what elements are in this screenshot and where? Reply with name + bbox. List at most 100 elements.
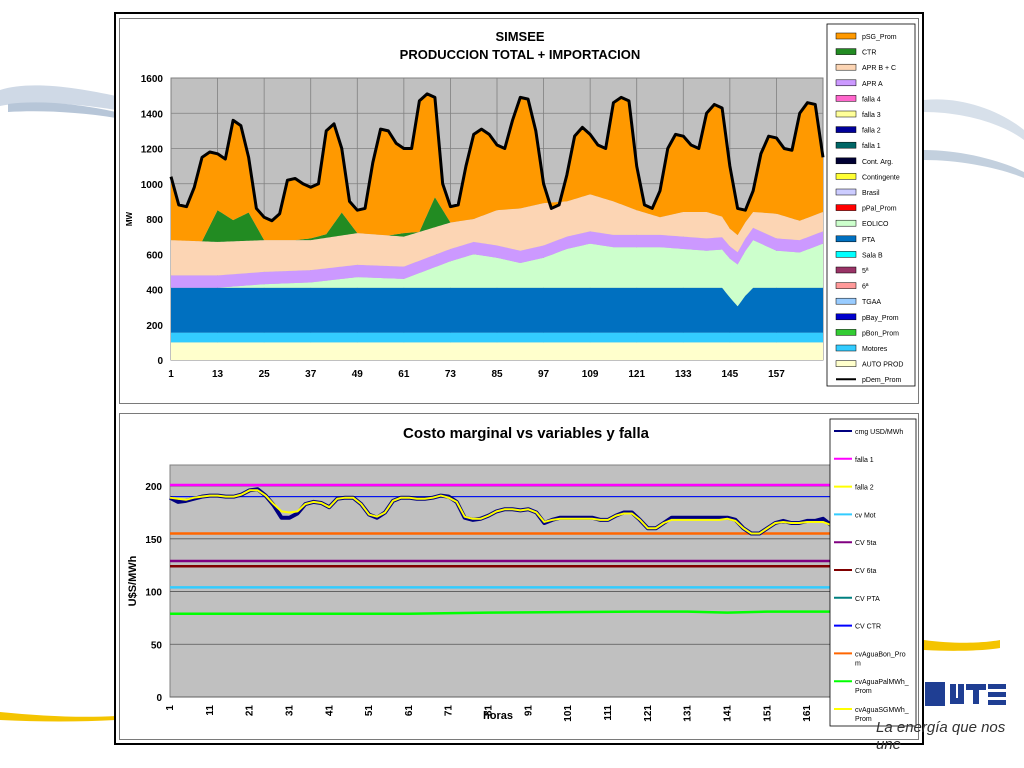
x-tick-label: 145	[722, 369, 739, 380]
chart-title: SIMSEE	[495, 29, 544, 44]
x-tick-label: 31	[284, 705, 295, 717]
legend-item: falla 1	[835, 141, 881, 150]
legend-label: pBay_Prom	[862, 315, 899, 322]
legend-label: falla 2	[855, 485, 874, 492]
legend-box	[829, 418, 917, 727]
background-swoosh-right	[924, 99, 1024, 651]
legend-label-line: falla 2	[855, 485, 874, 492]
x-tick-label: 121	[628, 369, 645, 380]
legend-label-line: CV 6ta	[855, 568, 877, 575]
legend-label: 6ª	[862, 284, 869, 291]
legend-label: APR B + C	[862, 65, 896, 72]
legend-swatch	[835, 235, 857, 243]
legend-item: pBon_Prom	[835, 329, 899, 337]
x-tick-label: 1	[168, 369, 174, 380]
x-tick-label: 121	[643, 705, 654, 722]
legend-swatch	[835, 297, 857, 305]
x-tick-label: 21	[245, 705, 256, 717]
legend-label: CV 6ta	[855, 568, 877, 575]
production-chart: SIMSEE PRODUCCION TOTAL + IMPORTACION 0 200…	[125, 23, 916, 387]
legend-item: cvAguaSGMWh_ Prom	[834, 707, 909, 723]
legend-label: 5ª	[862, 268, 869, 275]
y-tick-label: 200	[146, 321, 163, 332]
x-axis-label: horas	[483, 710, 513, 722]
legend-label-line: cvAguaBon_Pro	[855, 651, 906, 658]
legend-label: falla 2	[862, 128, 881, 135]
legend-label: EOLICO	[862, 221, 889, 228]
y-tick-label: 50	[151, 640, 163, 651]
legend-swatch	[835, 63, 857, 71]
legend-label: PTA	[862, 237, 875, 244]
legend-swatch	[835, 188, 857, 196]
legend-label-line: cmg USD/MWh	[855, 429, 903, 436]
line-falla-2	[169, 489, 832, 535]
legend-label-line: Prom	[855, 688, 872, 695]
legend-item: Contingente	[835, 173, 900, 181]
legend-label: Brasil	[862, 190, 880, 197]
area-series-eolico	[171, 240, 823, 307]
x-tick-label: 25	[259, 369, 271, 380]
legend-item: Cont. Arg.	[835, 157, 893, 166]
x-tick-label: 157	[768, 369, 785, 380]
legend-label: Sala B	[862, 252, 883, 259]
x-tick-label: 71	[444, 705, 455, 717]
x-tick-label: 109	[582, 369, 599, 380]
x-tick-label: 11	[205, 705, 216, 716]
legend-label: APR A	[862, 81, 883, 88]
legend-item: falla 1	[834, 457, 874, 464]
cost-chart-panel: Costo marginal vs variables y falla 0 50 10…	[119, 413, 919, 740]
area-series-psg-prom	[171, 93, 823, 242]
legend-item: falla 2	[834, 485, 874, 492]
legend-item: TGAA	[835, 297, 881, 306]
legend-item: APR B + C	[835, 63, 896, 72]
legend-item: Motores	[835, 344, 888, 353]
legend-item: falla 3	[835, 110, 881, 119]
legend-label: cv Mot	[855, 512, 876, 519]
legend-label: CTR	[862, 50, 876, 57]
area-series-apr-b-c	[171, 194, 823, 276]
stacked-areas	[171, 93, 823, 360]
legend-label-line: cvAguaPalMWh_	[855, 679, 909, 686]
legend-label: pSG_Prom	[862, 34, 897, 41]
legend-swatch	[835, 266, 857, 274]
legend-label: cvAguaBon_Pro m	[855, 651, 906, 667]
legend-label: Contingente	[862, 174, 900, 181]
legend-label: cmg USD/MWh	[855, 429, 903, 436]
legend-swatch	[835, 141, 857, 149]
x-tick-label: 41	[324, 705, 335, 717]
x-tick-label: 161	[802, 705, 813, 722]
legend-item: CTR	[835, 48, 876, 57]
x-tick-label: 73	[445, 369, 457, 380]
x-tick-label: 85	[491, 369, 503, 380]
legend-swatch	[835, 251, 857, 258]
legend-label: CV CTR	[855, 624, 881, 631]
legend-item: cv Mot	[834, 512, 876, 519]
legend-swatch	[835, 48, 857, 55]
x-axis: 1 11 21 31 41 51 61 71 81 91 101 111 121 131 141 151 161	[165, 705, 813, 722]
x-tick-label: 151	[762, 705, 773, 722]
y-tick-label: 400	[146, 286, 163, 297]
legend-swatch	[835, 79, 857, 87]
legend-item: pPal_Prom	[835, 204, 897, 213]
y-tick-label: 1200	[141, 145, 164, 156]
y-tick-label: 0	[156, 693, 162, 704]
y-tick-label: 800	[146, 215, 163, 226]
x-tick-label: 49	[352, 369, 364, 380]
legend: pSG_Prom CTR APR B + C APR A falla 4 falla 3 f…	[826, 23, 916, 387]
production-chart-panel: SIMSEE PRODUCCION TOTAL + IMPORTACION 0 200…	[119, 18, 919, 404]
y-tick-label: 1400	[141, 109, 164, 120]
legend-label: CV 5ta	[855, 540, 877, 547]
legend-item: falla 4	[835, 95, 881, 103]
y-tick-label: 0	[157, 356, 163, 367]
legend-item: cvAguaBon_Pro m	[834, 651, 906, 667]
area-series-apr-a	[171, 227, 823, 288]
x-tick-label: 37	[305, 369, 317, 380]
legend-swatch	[835, 110, 857, 118]
x-tick-label: 91	[523, 705, 534, 717]
legend-label: falla 3	[862, 112, 881, 119]
legend-label: falla 4	[862, 96, 881, 103]
x-tick-label: 1	[165, 705, 176, 711]
legend-label: cvAguaSGMWh_ Prom	[855, 707, 909, 723]
legend-item: 6ª	[835, 282, 869, 291]
